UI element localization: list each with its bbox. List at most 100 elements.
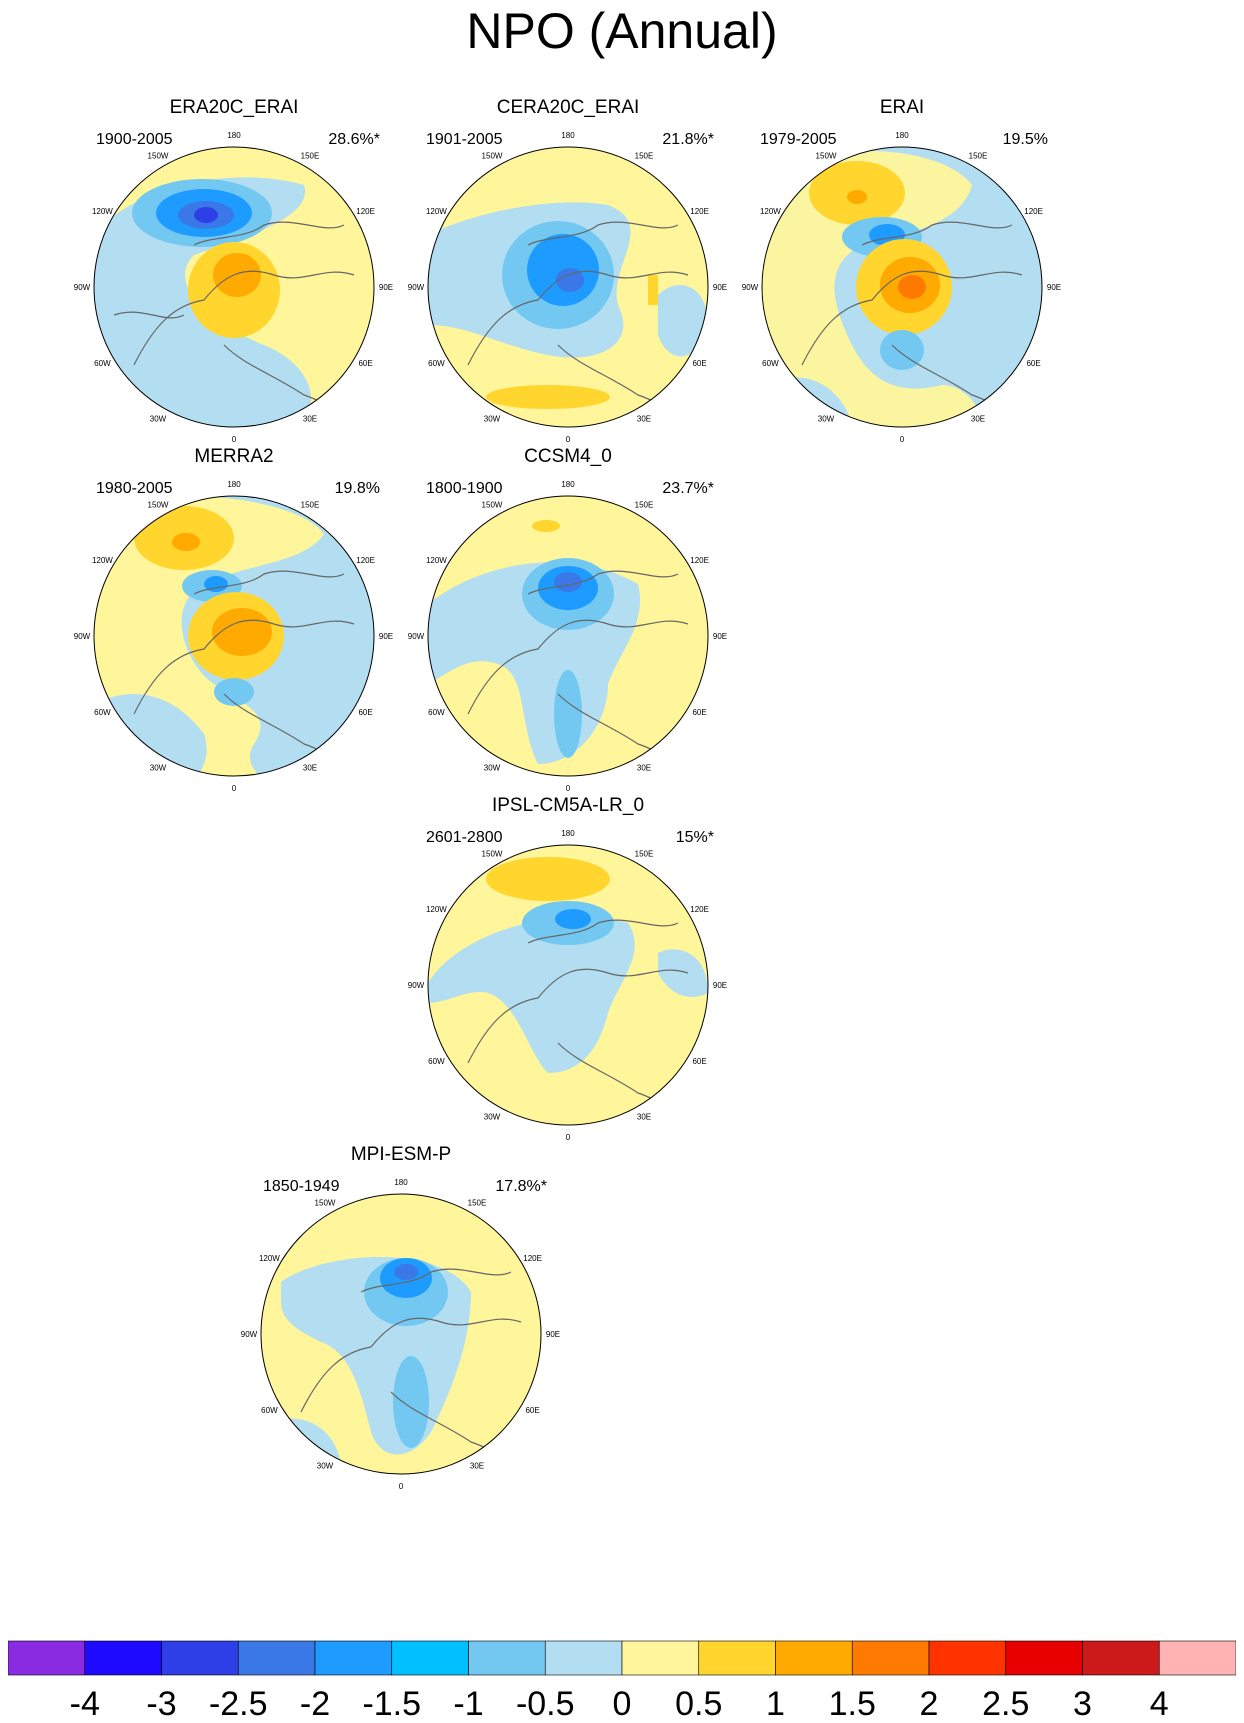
map-border: [427, 844, 709, 1126]
anomaly-positive: [172, 533, 200, 551]
longitude-label: 60W: [94, 359, 111, 368]
longitude-label: 180: [561, 480, 575, 489]
colorbar-tick-label: -1.5: [362, 1685, 422, 1723]
panel-variance: 21.8%*: [662, 131, 714, 148]
longitude-label: 180: [227, 131, 241, 140]
panel-period: 1800-1900: [426, 480, 503, 497]
panel-cera20c-erai: CERA20C_ERAI 1901-2005 21.8%* 180 150E 120…: [408, 97, 728, 457]
longitude-label: 150E: [301, 151, 320, 160]
map-border: [93, 146, 375, 428]
longitude-label: 120E: [356, 207, 375, 216]
panel-title: CCSM4_0: [524, 446, 612, 467]
panel-title: IPSL-CM5A-LR_0: [491, 795, 645, 816]
colorbar-tick-label: 0: [612, 1685, 632, 1723]
longitude-label: 30W: [317, 1462, 334, 1471]
longitude-label: 120W: [259, 1254, 280, 1263]
longitude-label: 180: [561, 829, 575, 838]
longitude-label: 120E: [690, 556, 709, 565]
longitude-label: 90E: [546, 1330, 560, 1339]
longitude-label: 180: [227, 480, 241, 489]
figure-title: NPO (Annual): [466, 3, 778, 59]
anomaly-negative: [394, 1264, 418, 1280]
colorbar-tick-label: 4: [1149, 1685, 1169, 1723]
longitude-label: 120W: [92, 556, 113, 565]
longitude-label: 90E: [1047, 283, 1061, 292]
colorbar-swatch: [1005, 1640, 1083, 1676]
panel-title: MERRA2: [194, 446, 274, 467]
colorbar-tick-label: -1: [453, 1685, 484, 1723]
longitude-label: 90W: [408, 632, 425, 641]
longitude-label: 150E: [635, 849, 654, 858]
colorbar-swatch: [161, 1640, 239, 1676]
longitude-label: 120W: [426, 905, 447, 914]
longitude-label: 120W: [426, 207, 447, 216]
longitude-label: 60W: [762, 359, 779, 368]
longitude-label: 60E: [358, 708, 372, 717]
anomaly-negative: [554, 670, 582, 758]
colorbar-swatch: [391, 1640, 469, 1676]
longitude-label: 0: [566, 1133, 571, 1142]
panel-period: 1850-1949: [263, 1178, 340, 1195]
longitude-label: 60E: [692, 708, 706, 717]
anomaly-positive: [532, 520, 560, 532]
polar-map: 180 150E 120E 90E 60E 30E 0 30W 60W 90W 120W 150W: [241, 1178, 560, 1491]
longitude-label: 150W: [816, 151, 837, 160]
longitude-label: 60E: [692, 359, 706, 368]
longitude-label: 30E: [971, 415, 985, 424]
longitude-label: 60W: [94, 708, 111, 717]
longitude-label: 90E: [379, 283, 393, 292]
longitude-label: 120W: [426, 556, 447, 565]
panel-period: 1901-2005: [426, 131, 503, 148]
colorbar-tick-label: 1: [766, 1685, 785, 1723]
anomaly-positive: [486, 385, 610, 409]
anomaly-negative: [194, 207, 218, 223]
longitude-label: 0: [232, 435, 237, 444]
longitude-label: 150W: [482, 500, 503, 509]
longitude-label: 60E: [1026, 359, 1040, 368]
colorbar-swatch: [1158, 1640, 1236, 1676]
panel-erai: ERAI 1979-2005 19.5% 180 150E 120E 90E 60E 30…: [742, 97, 1062, 457]
panel-variance: 15%*: [675, 829, 714, 846]
panel-period: 1980-2005: [96, 480, 173, 497]
panel-title: ERAI: [879, 97, 925, 118]
anomaly-negative: [658, 285, 708, 357]
longitude-label: 30W: [484, 415, 501, 424]
colorbar-swatch: [775, 1640, 853, 1676]
map-border: [427, 146, 709, 428]
polar-map: 180 150E 120E 90E 60E 30E 0 30W 60W 90W 120W 150W: [74, 131, 393, 444]
panel-title: MPI-ESM-P: [350, 1144, 452, 1165]
longitude-label: 90E: [713, 283, 727, 292]
anomaly-negative: [393, 1356, 429, 1448]
longitude-label: 60E: [692, 1057, 706, 1066]
longitude-label: 120E: [356, 556, 375, 565]
longitude-label: 0: [900, 435, 905, 444]
longitude-label: 30E: [303, 415, 317, 424]
colorbar-tick-label: -0.5: [515, 1685, 575, 1723]
longitude-label: 30W: [150, 415, 167, 424]
longitude-label: 90W: [74, 283, 91, 292]
longitude-label: 30E: [637, 1113, 651, 1122]
anomaly-positive: [648, 275, 658, 305]
longitude-label: 90W: [74, 632, 91, 641]
longitude-label: 120E: [690, 207, 709, 216]
polar-map: 180 150E 120E 90E 60E 30E 0 30W 60W 90W 120W 150W: [408, 480, 727, 793]
longitude-label: 150W: [148, 500, 169, 509]
longitude-label: 60W: [428, 359, 445, 368]
longitude-label: 30W: [484, 1113, 501, 1122]
anomaly-negative: [554, 572, 582, 592]
longitude-label: 150E: [635, 500, 654, 509]
longitude-label: 90E: [713, 981, 727, 990]
longitude-label: 0: [566, 784, 571, 793]
colorbar-tick-label: -2: [299, 1685, 331, 1723]
colorbar-tick-label: -2.5: [208, 1685, 268, 1723]
colorbar-tick-label: 3: [1073, 1685, 1092, 1723]
longitude-label: 150W: [315, 1198, 336, 1207]
panel-title: ERA20C_ERAI: [169, 97, 299, 118]
anomaly-positive: [847, 190, 867, 204]
panel-period: 1900-2005: [96, 131, 173, 148]
longitude-label: 90W: [241, 1330, 258, 1339]
longitude-label: 60W: [261, 1406, 278, 1415]
panel-ccsm4: CCSM4_0 1800-1900 23.7%* 180 150E 120E 90E 6…: [408, 446, 728, 806]
longitude-label: 30E: [637, 764, 651, 773]
anomaly-negative: [204, 576, 228, 592]
